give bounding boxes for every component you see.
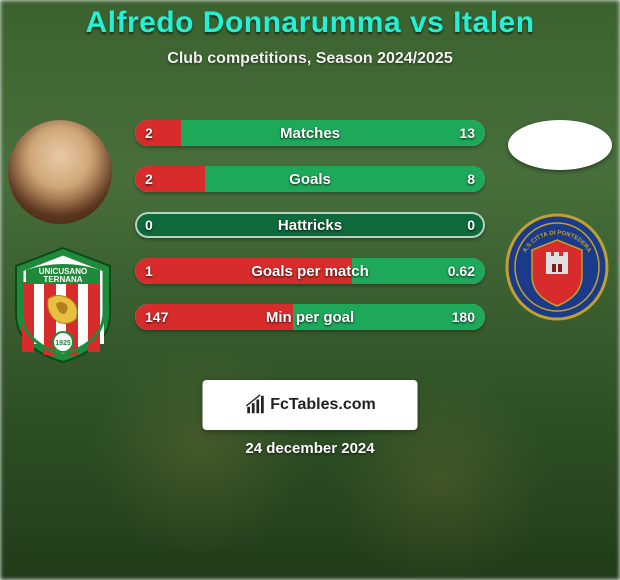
stat-row-goals: 28Goals bbox=[135, 166, 485, 192]
stat-row-goals-per-match: 10.62Goals per match bbox=[135, 258, 485, 284]
stat-label: Goals bbox=[135, 171, 485, 188]
stat-row-hattricks: 00Hattricks bbox=[135, 212, 485, 238]
stat-label: Min per goal bbox=[135, 309, 485, 326]
watermark-text: FcTables.com bbox=[270, 396, 376, 414]
club-left-crest: UNICUSANO TERNANA 1925 bbox=[8, 244, 118, 364]
stat-row-min-per-goal: 147180Min per goal bbox=[135, 304, 485, 330]
player-left-photo bbox=[8, 120, 112, 224]
stats-bars: 213Matches 28Goals 00Hattricks 10.62Goals p… bbox=[135, 120, 485, 330]
stat-label: Hattricks bbox=[135, 217, 485, 234]
stat-label: Matches bbox=[135, 125, 485, 142]
chart-icon bbox=[244, 394, 266, 416]
player-right-photo bbox=[508, 120, 612, 170]
svg-text:TERNANA: TERNANA bbox=[43, 275, 82, 284]
date: 24 december 2024 bbox=[0, 440, 620, 457]
svg-text:1925: 1925 bbox=[55, 340, 71, 347]
watermark: FcTables.com bbox=[203, 380, 418, 430]
page-title: Alfredo Donnarumma vs Italen bbox=[0, 0, 620, 40]
club-right-crest: A.S CITTA DI PONTEDERA bbox=[502, 212, 612, 332]
stat-label: Goals per match bbox=[135, 263, 485, 280]
stat-row-matches: 213Matches bbox=[135, 120, 485, 146]
subtitle: Club competitions, Season 2024/2025 bbox=[0, 50, 620, 68]
